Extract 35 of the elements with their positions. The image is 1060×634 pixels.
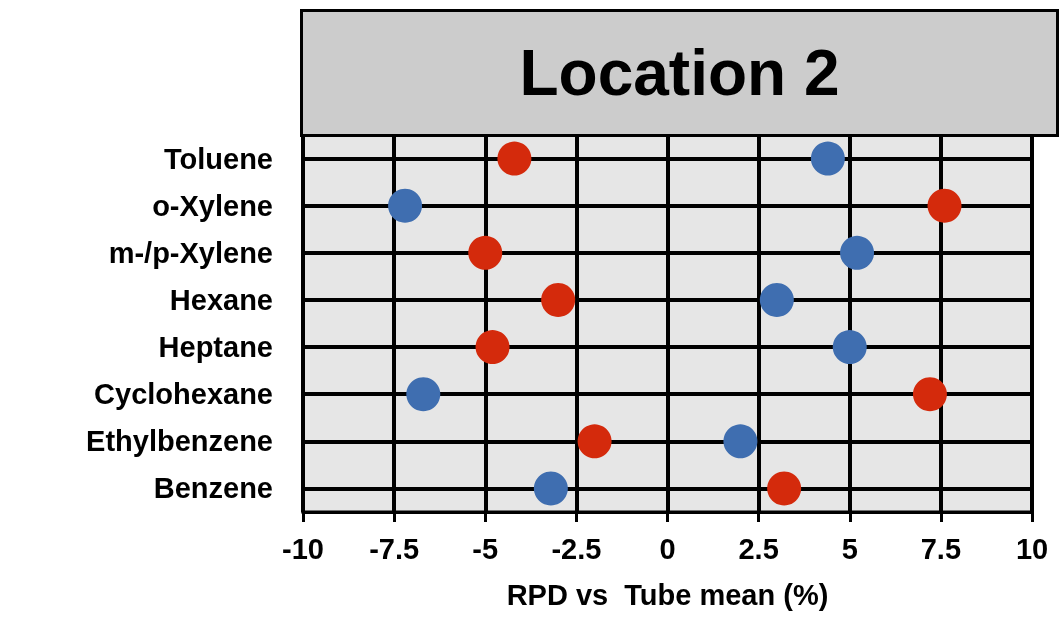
point <box>810 141 845 176</box>
x-tick-label: 10 <box>1015 532 1049 565</box>
point <box>468 235 503 270</box>
y-tick-label: Benzene <box>153 472 273 505</box>
chart-title: Location 2 <box>519 37 840 109</box>
x-axis-title: RPD vs Tube mean (%) <box>506 578 829 611</box>
x-tick-label: -5 <box>472 532 499 565</box>
point <box>723 424 758 459</box>
y-tick-label: o-Xylene <box>152 189 273 222</box>
point <box>406 377 441 412</box>
point <box>577 424 612 459</box>
point <box>767 471 802 506</box>
point <box>388 188 423 223</box>
x-tick-label: 5 <box>841 532 858 565</box>
x-tick-label: 7.5 <box>920 532 962 565</box>
point <box>927 188 962 223</box>
y-tick-label: Ethylbenzene <box>86 425 273 458</box>
y-tick-label: m-/p-Xylene <box>108 236 273 269</box>
point <box>533 471 568 506</box>
x-tick-label: -7.5 <box>369 532 420 565</box>
y-tick-label: Hexane <box>169 283 273 316</box>
point <box>759 282 794 317</box>
y-tick-label: Cyclohexane <box>94 378 273 411</box>
point <box>497 141 532 176</box>
x-tick-label: 2.5 <box>738 532 779 565</box>
x-tick-label: -10 <box>282 532 324 565</box>
x-tick-label: -2.5 <box>551 532 602 565</box>
y-tick-label: Heptane <box>158 331 273 364</box>
y-tick-label: Toluene <box>163 142 273 175</box>
point <box>912 377 947 412</box>
point <box>541 282 576 317</box>
point <box>840 235 875 270</box>
x-tick-label: 0 <box>659 532 676 565</box>
point <box>475 330 510 365</box>
point <box>832 330 867 365</box>
